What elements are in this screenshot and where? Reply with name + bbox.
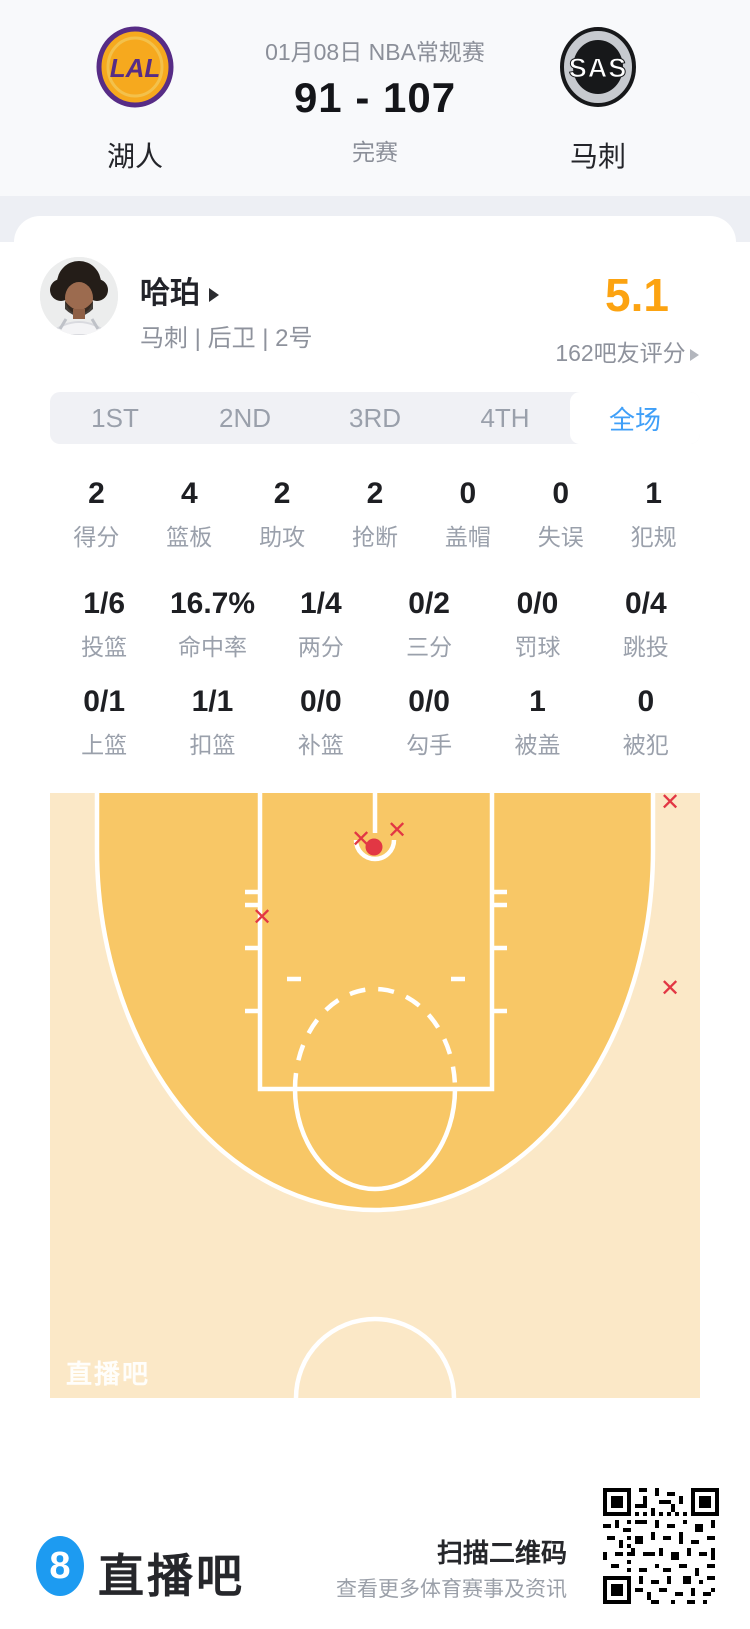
stats-row-shot-types: 0/1 上篮 1/1 扣篮 0/0 补篮 0/0 勾手 1 被盖 0 被犯 xyxy=(50,686,700,760)
stat-assists: 2 助攻 xyxy=(259,477,306,551)
stat-fouled: 0 被犯 xyxy=(622,685,669,759)
qr-subtitle: 查看更多体育赛事及资讯 xyxy=(336,1578,567,1601)
stat-dunk: 1/1 扣篮 xyxy=(189,685,236,759)
court-icon xyxy=(50,793,700,1398)
match-score: 91 - 107 xyxy=(293,74,457,121)
player-photo-icon xyxy=(40,257,118,335)
stat-jumpshot: 0/4 跳投 xyxy=(622,587,669,661)
tab-3rd[interactable]: 3RD xyxy=(348,402,401,433)
stat-fouls: 1 犯规 xyxy=(630,477,677,551)
quarter-tabs: 1ST 2ND 3RD 4TH 全场 xyxy=(50,392,700,444)
player-name[interactable]: 哈珀 xyxy=(140,268,219,312)
stat-3pt: 0/2 三分 xyxy=(406,587,453,661)
shot-marks-layer: ✕ ✕ ✕ ✕ ✕ xyxy=(50,793,700,1398)
shot-chart: ✕ ✕ ✕ ✕ ✕ 直播吧 xyxy=(50,793,700,1398)
qr-title: 扫描二维码 xyxy=(436,1538,567,1568)
spurs-logo-icon: SAS xyxy=(560,27,636,107)
stat-putback: 0/0 补篮 xyxy=(297,685,344,759)
tab-2nd[interactable]: 2ND xyxy=(218,402,271,433)
player-meta: 马刺 | 后卫 | 2号 xyxy=(140,325,313,352)
shot-miss-mark: ✕ xyxy=(659,974,681,1002)
svg-text:SAS: SAS xyxy=(569,53,628,83)
court-watermark: 直播吧 xyxy=(66,1359,151,1389)
home-team-name: 湖人 xyxy=(106,141,163,172)
footer-brand: 直播吧 xyxy=(98,1550,245,1602)
shot-made-mark xyxy=(365,838,383,856)
tab-4th[interactable]: 4TH xyxy=(480,402,530,433)
stats-row-shooting: 1/6 投篮 16.7% 命中率 1/4 两分 0/2 三分 0/0 罚球 0/4 跳投 xyxy=(50,588,700,662)
shot-miss-mark: ✕ xyxy=(659,793,681,816)
stat-points: 2 得分 xyxy=(73,477,120,551)
stats-row-basic: 2 得分 4 篮板 2 助攻 2 抢断 0 盖帽 0 失误 1 犯规 xyxy=(50,478,700,552)
match-status: 完赛 xyxy=(352,139,398,165)
stat-steals: 2 抢断 xyxy=(352,477,398,551)
stat-layup: 0/1 上篮 xyxy=(81,685,128,759)
match-date: 01月08日 NBA常规赛 xyxy=(265,39,485,65)
svg-text:LAL: LAL xyxy=(110,53,161,83)
stat-hook: 0/0 勾手 xyxy=(406,685,453,759)
zhibo8-logo-icon: 8 xyxy=(36,1536,84,1596)
shot-miss-mark: ✕ xyxy=(386,816,408,844)
shot-miss-mark: ✕ xyxy=(251,903,273,931)
stat-2pt: 1/4 两分 xyxy=(297,587,344,661)
player-rating: 5.1 xyxy=(605,269,669,321)
stat-rebounds: 4 篮板 xyxy=(166,477,213,551)
qr-code xyxy=(603,1488,719,1604)
home-team[interactable]: LAL 湖人 xyxy=(75,26,195,175)
qr-code-icon xyxy=(603,1488,719,1604)
rating-arrow-icon xyxy=(689,348,699,361)
player-avatar[interactable] xyxy=(40,257,118,335)
rating-caption[interactable]: 162吧友评分 xyxy=(517,334,737,368)
tab-full-game[interactable]: 全场 xyxy=(570,392,700,444)
away-team[interactable]: SAS 马刺 xyxy=(538,26,658,175)
stat-turnovers: 0 失误 xyxy=(537,477,584,551)
player-stats-card: 哈珀 马刺 | 后卫 | 2号 5.1 162吧友评分 1ST 2ND 3RD … xyxy=(14,216,736,1629)
stat-fg-pct: 16.7% 命中率 xyxy=(169,587,256,661)
stat-blocks: 0 盖帽 xyxy=(444,477,491,551)
stat-fg: 1/6 投篮 xyxy=(81,587,128,661)
match-header: 01月08日 NBA常规赛 91 - 107 完赛 LAL 湖人 SAS 马刺 xyxy=(0,0,750,196)
lakers-logo-icon: LAL xyxy=(96,26,174,108)
away-team-name: 马刺 xyxy=(569,141,626,172)
player-detail-arrow-icon xyxy=(209,288,219,303)
stat-got-blocked: 1 被盖 xyxy=(514,685,561,759)
stat-ft: 0/0 罚球 xyxy=(514,587,561,661)
tab-1st[interactable]: 1ST xyxy=(91,402,139,433)
